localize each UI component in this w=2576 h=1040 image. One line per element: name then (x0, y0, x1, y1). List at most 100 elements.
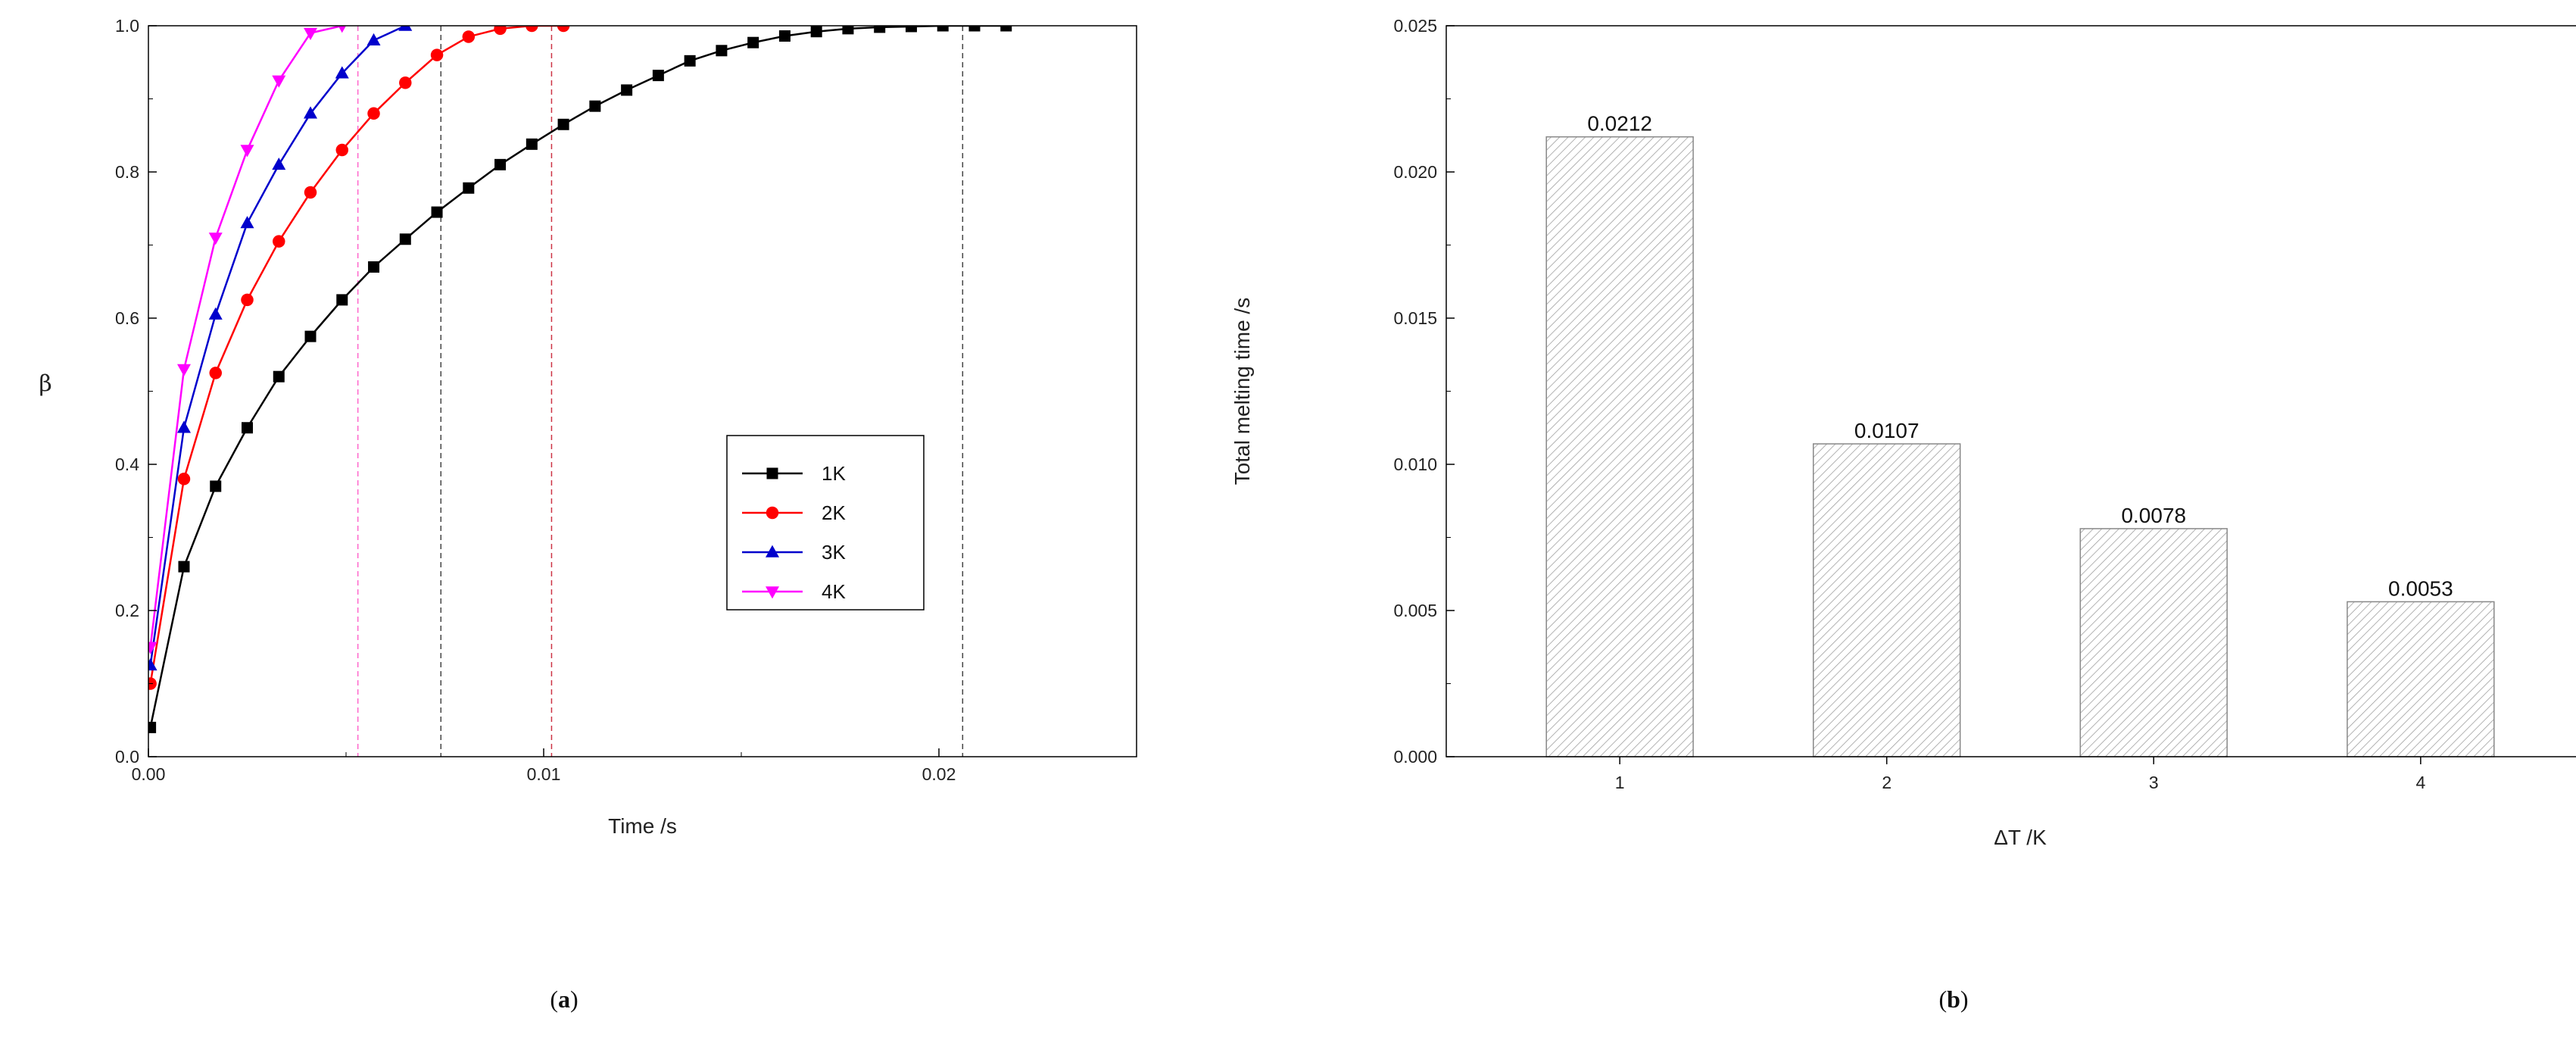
bar-value-labels: 0.0212 0.0107 0.0078 0.0053 (1587, 112, 2453, 601)
data-point-marker (176, 364, 191, 376)
y-tick-label: 1.0 (115, 16, 139, 36)
legend-label: 4K (822, 580, 846, 603)
y-tick-label: 0.6 (115, 308, 139, 328)
data-point-marker (335, 66, 349, 79)
data-point-marker (304, 27, 318, 41)
series-line (149, 26, 564, 684)
legend-label: 2K (822, 501, 846, 524)
chart-b: 0.0212 0.0107 0.0078 0.0053 0.000 0.005 0.010… (1230, 16, 2576, 849)
data-point-marker (557, 118, 569, 130)
data-point-marker (335, 143, 349, 157)
data-point-marker (240, 145, 254, 158)
data-point-marker (273, 370, 285, 383)
data-point-marker (398, 26, 413, 31)
caption-a: (a) (550, 985, 578, 1013)
x-axis-label: ΔT /K (1994, 826, 2047, 849)
data-point-marker (557, 26, 570, 33)
data-point-marker (368, 261, 380, 273)
data-point-marker (874, 26, 886, 33)
data-point-marker (304, 186, 317, 199)
line-series (148, 26, 1012, 733)
series-3K (148, 26, 413, 671)
data-point-marker (208, 307, 223, 320)
data-point-marker (747, 36, 759, 48)
data-point-marker (589, 100, 601, 112)
data-point-marker (525, 138, 538, 150)
data-point-marker (366, 33, 381, 46)
y-axis-label: Total melting time /s (1230, 298, 1254, 485)
data-point-marker (272, 75, 286, 88)
data-point-marker (430, 48, 444, 61)
data-point-marker (842, 26, 854, 35)
data-point-marker (525, 26, 538, 33)
legend-items: 1K 2K 3K 4K (742, 462, 846, 603)
y-axis-ticks: 0.000 0.005 0.010 0.015 0.020 0.025 (1393, 16, 1455, 767)
x-tick-label: 4 (2415, 773, 2425, 792)
data-point-marker (367, 107, 380, 120)
bar-value-label: 0.0107 (1854, 419, 1920, 442)
bar (2079, 528, 2228, 757)
data-point-marker (463, 182, 475, 194)
data-point-marker (338, 26, 347, 33)
bar (1545, 136, 1694, 757)
x-axis-ticks: 0.00 0.01 0.02 (132, 748, 1137, 784)
data-point-marker (462, 30, 476, 43)
x-axis-label: Time /s (608, 814, 677, 838)
legend-item: 4K (742, 580, 846, 603)
legend-label: 3K (822, 541, 846, 564)
y-tick-label: 0.010 (1393, 454, 1437, 474)
y-tick-label: 0.020 (1393, 162, 1437, 182)
y-tick-label: 0.0 (115, 747, 139, 767)
legend: 1K 2K 3K 4K (726, 435, 925, 611)
data-point-marker (148, 642, 157, 654)
data-point-marker (810, 26, 822, 38)
data-point-marker (304, 106, 318, 119)
data-point-marker (178, 561, 190, 573)
data-point-marker (148, 658, 157, 671)
y-tick-label: 0.015 (1393, 308, 1437, 328)
data-point-marker (494, 26, 507, 36)
data-point-marker (336, 294, 348, 306)
reference-lines (357, 26, 964, 757)
chart-a: 0.00.20.40.60.81.0 0.00 0.01 0.02 Time /s … (39, 16, 1137, 838)
y-tick-label: 0.025 (1393, 16, 1437, 36)
legend-label: 1K (822, 462, 846, 485)
data-point-marker (176, 420, 191, 433)
data-point-marker (242, 422, 253, 434)
bar (2347, 601, 2495, 757)
bar (1813, 443, 1961, 757)
data-point-marker (210, 480, 222, 492)
data-point-marker (766, 586, 779, 599)
bar-value-label: 0.0212 (1587, 112, 1652, 136)
data-point-marker (778, 30, 791, 42)
data-point-marker (905, 26, 917, 33)
bar-value-label: 0.0053 (2388, 576, 2453, 600)
x-tick-label: 0.00 (132, 764, 166, 784)
data-point-marker (177, 473, 191, 486)
data-point-marker (240, 216, 254, 229)
data-point-marker (1000, 26, 1012, 32)
y-tick-label: 0.4 (115, 454, 139, 474)
data-point-marker (621, 84, 633, 96)
x-tick-label: 0.02 (922, 764, 956, 784)
data-point-marker (399, 77, 412, 89)
data-point-marker (209, 367, 222, 379)
x-tick-label: 1 (1615, 773, 1625, 792)
y-tick-label: 0.000 (1393, 747, 1437, 767)
data-point-marker (968, 26, 981, 32)
data-point-marker (241, 293, 254, 307)
x-tick-label: 0.01 (527, 764, 561, 784)
data-point-marker (431, 206, 443, 218)
data-point-marker (494, 158, 507, 170)
data-point-marker (716, 45, 728, 57)
series-4K (148, 26, 347, 654)
data-point-marker (272, 157, 286, 170)
data-point-marker (208, 233, 223, 245)
data-point-marker (304, 330, 317, 342)
data-point-marker (273, 235, 285, 248)
data-point-marker (766, 545, 779, 557)
series-line (149, 26, 1006, 728)
legend-item: 1K (742, 462, 846, 485)
data-point-marker (399, 233, 411, 245)
